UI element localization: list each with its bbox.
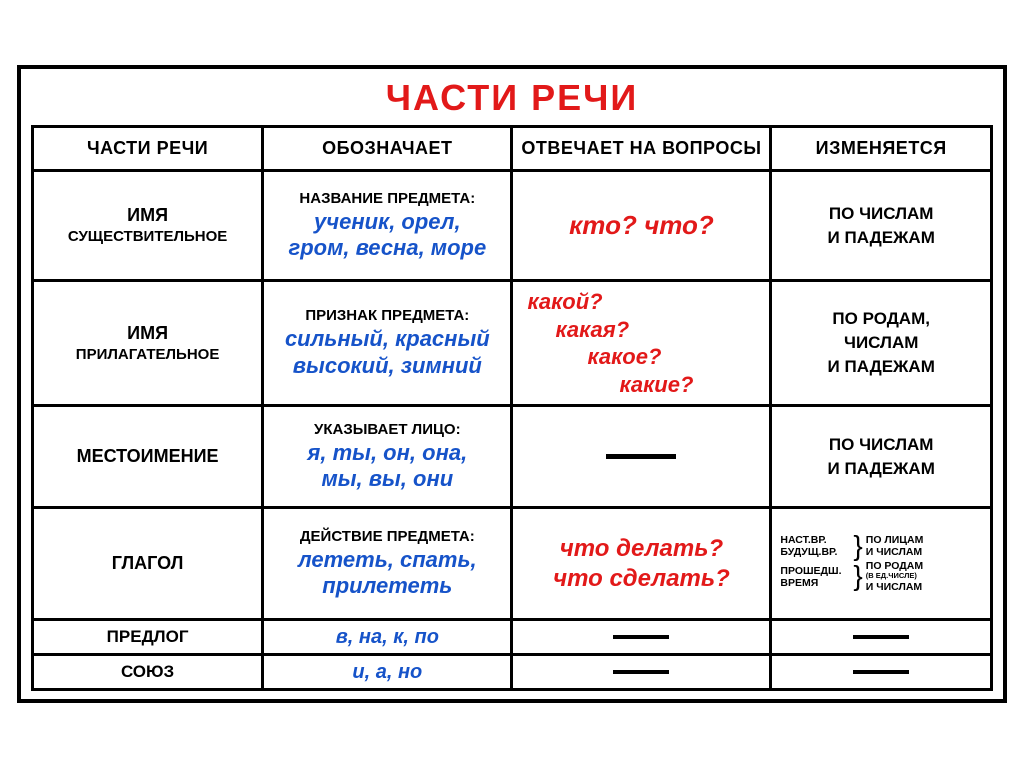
examples: в, на, к, по [272,625,502,649]
cell-changes: НАСТ.ВР. БУДУЩ.ВР. } ПО ЛИЦАМ И ЧИСЛАМ [771,508,992,620]
header-means: ОБОЗНАЧАЕТ [263,127,512,171]
meaning-label: ДЕЙСТВИЕ ПРЕДМЕТА: [272,528,502,545]
row-pronoun: МЕСТОИМЕНИЕ УКАЗЫВАЕТ ЛИЦО: я, ты, он, о… [33,406,992,508]
dash-icon [613,670,669,674]
name-line2: ПРИЛАГАТЕЛЬНОЕ [42,345,253,365]
verb-group-past: ПРОШЕДШ. ВРЕМЯ } ПО РОДАМ (В ЕД.ЧИСЛЕ) И… [780,560,982,593]
changes-line1: ПО ЧИСЛАМ [829,435,934,454]
cell-changes: ПО РОДАМ, ЧИСЛАМ И ПАДЕЖАМ [771,281,992,406]
meaning-label: НАЗВАНИЕ ПРЕДМЕТА: [272,190,502,207]
examples-line2: гром, весна, море [272,235,502,261]
vg-mid: (В ЕД.ЧИСЛЕ) [866,572,954,581]
name-line1: ИМЯ [127,205,168,225]
changes-line3: И ПАДЕЖАМ [828,357,935,376]
parts-of-speech-table: ЧАСТИ РЕЧИ ОБОЗНАЧАЕТ ОТВЕЧАЕТ НА ВОПРОС… [31,125,993,691]
name-line2: СУЩЕСТВИТЕЛЬНОЕ [42,227,253,247]
changes-line1: ПО ЧИСЛАМ [829,204,934,223]
cell-questions: что делать? что сделать? [512,508,771,620]
cell-meaning: в, на, к, по [263,620,512,655]
brace-icon: } [853,535,862,557]
examples-line1: лететь, спать, [272,547,502,573]
vg-l1: НАСТ.ВР. [780,534,850,546]
name-line1: МЕСТОИМЕНИЕ [77,446,219,466]
cell-meaning: НАЗВАНИЕ ПРЕДМЕТА: ученик, орел, гром, в… [263,171,512,281]
verb-group-present-future: НАСТ.ВР. БУДУЩ.ВР. } ПО ЛИЦАМ И ЧИСЛАМ [780,534,982,558]
examples-line2: высокий, зимний [272,353,502,379]
vg-r2: И ЧИСЛАМ [866,546,954,558]
cell-questions: кто? что? [512,171,771,281]
cell-meaning: ДЕЙСТВИЕ ПРЕДМЕТА: лететь, спать, прилет… [263,508,512,620]
examples-line2: мы, вы, они [272,466,502,492]
cell-meaning: ПРИЗНАК ПРЕДМЕТА: сильный, красный высок… [263,281,512,406]
cell-name: МЕСТОИМЕНИЕ [33,406,263,508]
dash-icon [606,454,676,459]
q-line1: что делать? [560,535,723,562]
dash-icon [853,670,909,674]
examples-line1: ученик, орел, [272,209,502,235]
name-line1: СОЮЗ [121,662,174,681]
meaning-label: ПРИЗНАК ПРЕДМЕТА: [272,307,502,324]
row-verb: ГЛАГОЛ ДЕЙСТВИЕ ПРЕДМЕТА: лететь, спать,… [33,508,992,620]
row-noun: ИМЯ СУЩЕСТВИТЕЛЬНОЕ НАЗВАНИЕ ПРЕДМЕТА: у… [33,171,992,281]
vg-r1: ПО ЛИЦАМ [866,534,954,546]
q3: какое? [527,343,761,371]
cell-meaning: и, а, но [263,655,512,690]
q2: какая? [527,316,761,344]
header-questions: ОТВЕЧАЕТ НА ВОПРОСЫ [512,127,771,171]
cell-changes [771,655,992,690]
cell-name: ПРЕДЛОГ [33,620,263,655]
questions: кто? что? [569,210,714,240]
row-preposition: ПРЕДЛОГ в, на, к, по [33,620,992,655]
cell-name: ИМЯ ПРИЛАГАТЕЛЬНОЕ [33,281,263,406]
cell-questions [512,406,771,508]
cell-questions: какой? какая? какое? какие? [512,281,771,406]
brace-icon: } [853,565,862,587]
name-line1: ПРЕДЛОГ [107,627,189,646]
cell-changes [771,620,992,655]
name-line1: ГЛАГОЛ [112,553,184,573]
row-conjunction: СОЮЗ и, а, но [33,655,992,690]
cell-name: ИМЯ СУЩЕСТВИТЕЛЬНОЕ [33,171,263,281]
vg-l2: БУДУЩ.ВР. [780,546,850,558]
examples-line1: сильный, красный [272,326,502,352]
changes-line2: И ПАДЕЖАМ [828,459,935,478]
vg-l1: ПРОШЕДШ. [780,565,850,577]
changes-line2: И ПАДЕЖАМ [828,228,935,247]
cell-name: ГЛАГОЛ [33,508,263,620]
header-changes: ИЗМЕНЯЕТСЯ [771,127,992,171]
header-parts: ЧАСТИ РЕЧИ [33,127,263,171]
q4: какие? [527,371,761,399]
table-header-row: ЧАСТИ РЕЧИ ОБОЗНАЧАЕТ ОТВЕЧАЕТ НА ВОПРОС… [33,127,992,171]
cell-changes: ПО ЧИСЛАМ И ПАДЕЖАМ [771,171,992,281]
changes-line1: ПО РОДАМ, [832,309,930,328]
name-line1: ИМЯ [127,323,168,343]
main-title: ЧАСТИ РЕЧИ [31,77,993,119]
dash-icon [613,635,669,639]
changes-line2: ЧИСЛАМ [844,333,918,352]
vg-l2: ВРЕМЯ [780,577,850,589]
row-adjective: ИМЯ ПРИЛАГАТЕЛЬНОЕ ПРИЗНАК ПРЕДМЕТА: сил… [33,281,992,406]
examples: и, а, но [272,660,502,684]
cell-questions [512,655,771,690]
cell-name: СОЮЗ [33,655,263,690]
q1: какой? [527,288,761,316]
vg-r2: И ЧИСЛАМ [866,581,954,593]
cell-changes: ПО ЧИСЛАМ И ПАДЕЖАМ [771,406,992,508]
dash-icon [853,635,909,639]
poster-frame: ЧАСТИ РЕЧИ ЧАСТИ РЕЧИ ОБОЗНАЧАЕТ ОТВЕЧАЕ… [17,65,1007,703]
q-line2: что сделать? [553,565,730,592]
meaning-label: УКАЗЫВАЕТ ЛИЦО: [272,421,502,438]
cell-meaning: УКАЗЫВАЕТ ЛИЦО: я, ты, он, она, мы, вы, … [263,406,512,508]
examples-line2: прилететь [272,573,502,599]
cell-questions [512,620,771,655]
examples-line1: я, ты, он, она, [272,440,502,466]
